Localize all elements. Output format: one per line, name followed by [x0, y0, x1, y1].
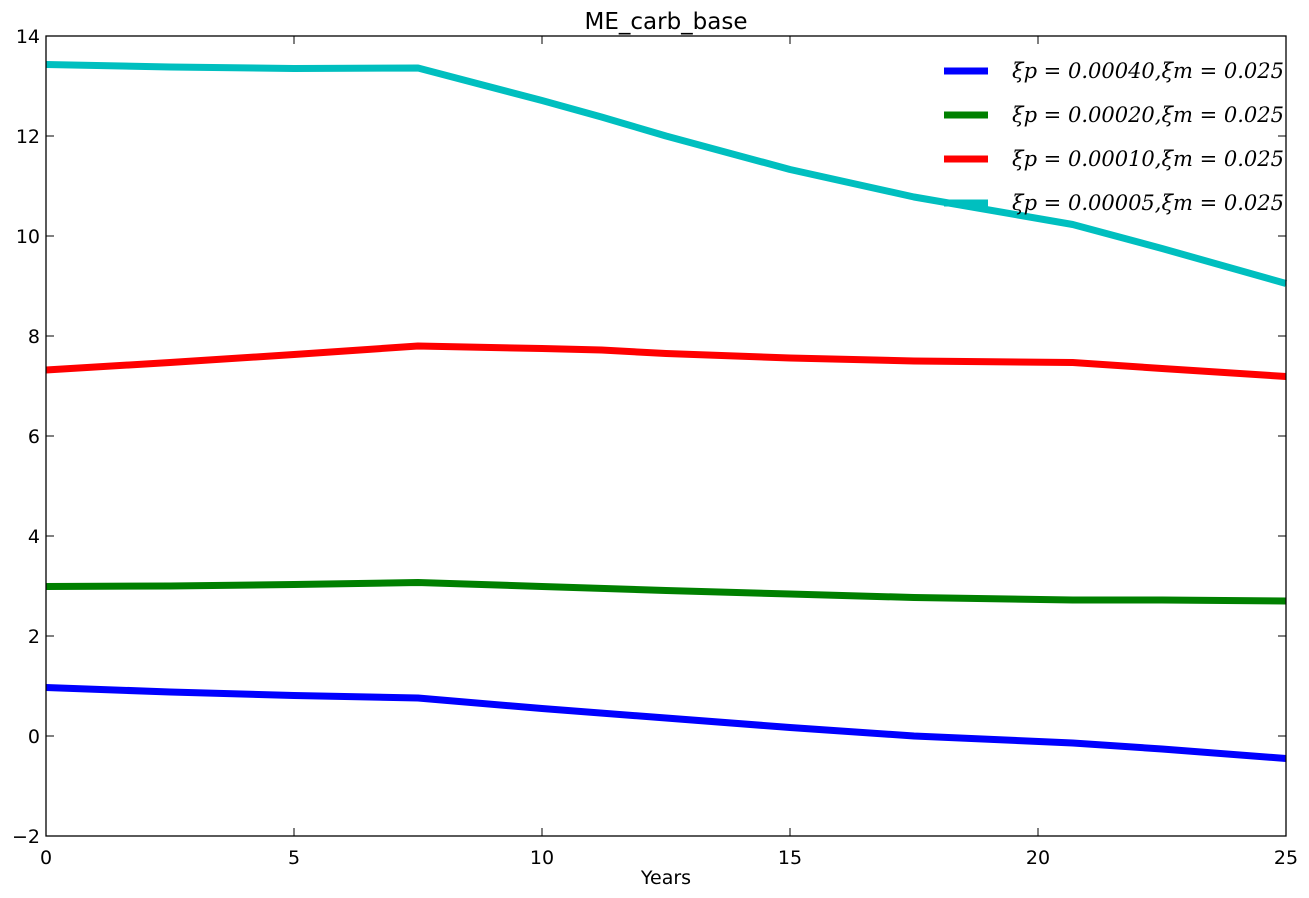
x-tick-label: 10	[530, 847, 554, 869]
legend-label-4: ξp = 0.00005,ξm = 0.025	[1012, 191, 1284, 215]
ticks-layer	[45, 35, 1287, 837]
legend: ξp = 0.00040,ξm = 0.025 ξp = 0.00020,ξm =…	[944, 59, 1284, 215]
y-tick-label: 6	[28, 426, 40, 448]
y-tick-label: 14	[16, 26, 40, 48]
legend-label-2: ξp = 0.00020,ξm = 0.025	[1012, 103, 1284, 127]
y-tick-label: 2	[28, 626, 40, 648]
y-tick-label: −2	[12, 826, 40, 848]
series-line-3	[45, 342, 1287, 380]
x-axis-label: Years	[640, 867, 691, 889]
series-line-1	[45, 684, 1287, 762]
x-tick-label: 25	[1274, 847, 1298, 869]
x-tick-label: 5	[288, 847, 300, 869]
y-tick-label: 4	[28, 526, 40, 548]
series-line-2	[45, 579, 1287, 605]
series-layer	[45, 61, 1287, 762]
x-tick-label: 15	[778, 847, 802, 869]
x-tick-label: 20	[1026, 847, 1050, 869]
y-tick-label: 0	[28, 726, 40, 748]
legend-label-3: ξp = 0.00010,ξm = 0.025	[1012, 147, 1284, 171]
x-tick-label: 0	[40, 847, 52, 869]
y-tick-label: 8	[28, 326, 40, 348]
y-tick-label: 10	[16, 226, 40, 248]
series-line-4	[45, 61, 1287, 287]
chart-title: ME_carb_base	[585, 9, 748, 35]
y-tick-label: 12	[16, 126, 40, 148]
legend-label-1: ξp = 0.00040,ξm = 0.025	[1012, 59, 1284, 83]
